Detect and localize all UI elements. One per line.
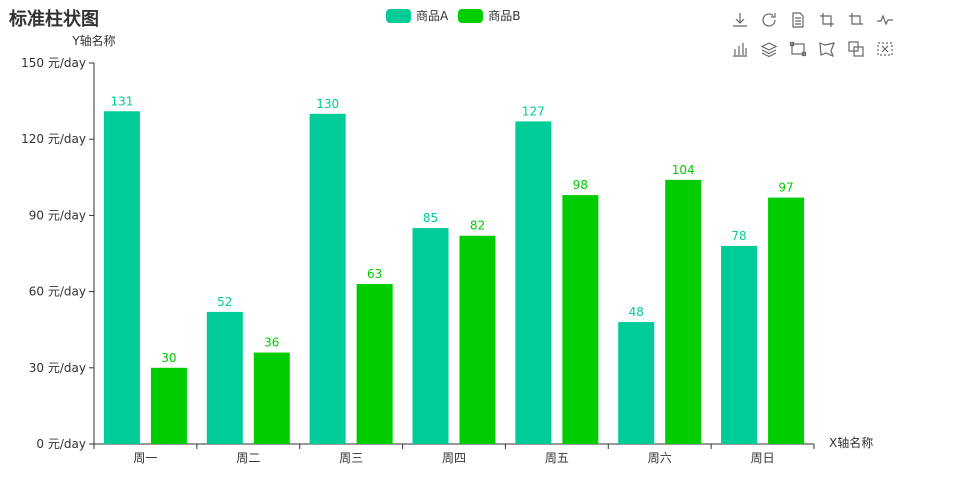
clear-select-icon[interactable]	[873, 37, 897, 61]
refresh-icon[interactable]	[757, 8, 781, 32]
y-axis-label: Y轴名称	[71, 33, 115, 48]
download-icon[interactable]	[728, 8, 752, 32]
bar	[721, 245, 758, 444]
data-label: 78	[731, 229, 746, 243]
data-label: 104	[672, 163, 695, 177]
bar	[356, 283, 393, 444]
bar	[665, 179, 702, 444]
polygon-select-icon[interactable]	[815, 37, 839, 61]
y-tick-label: 120 元/day	[21, 132, 86, 146]
x-tick-label: 周二	[236, 451, 260, 465]
legend-label-b: 商品B	[488, 9, 521, 23]
data-label: 130	[316, 97, 339, 111]
chart-title: 标准柱状图	[9, 9, 99, 30]
data-labels: 131 52 130 85 127 48 78 30 36 63 82 98 104 97	[110, 94, 793, 365]
legend: 商品A 商品B	[386, 7, 520, 24]
x-tick-label: 周四	[442, 451, 466, 465]
data-label: 97	[778, 181, 793, 195]
keep-select-icon[interactable]	[844, 37, 868, 61]
y-tick-label: 30 元/day	[29, 361, 86, 375]
toolbox	[728, 8, 908, 66]
line-chart-icon[interactable]	[873, 8, 897, 32]
y-tick-label: 60 元/day	[29, 285, 86, 299]
zoom-reset-icon[interactable]	[844, 8, 868, 32]
bar	[515, 121, 552, 445]
legend-item-b[interactable]: 商品B	[458, 7, 520, 24]
bar	[618, 322, 655, 444]
bar-chart-icon[interactable]	[728, 37, 752, 61]
bars	[103, 111, 805, 445]
stack-icon[interactable]	[757, 37, 781, 61]
bar	[412, 228, 449, 444]
data-label: 98	[573, 178, 588, 192]
x-tick-label: 周六	[648, 451, 672, 465]
legend-swatch-a	[386, 8, 411, 23]
data-label: 85	[423, 211, 438, 225]
bar	[103, 111, 140, 444]
bar	[562, 195, 599, 444]
y-tick-label: 150 元/day	[21, 56, 86, 70]
data-label: 30	[161, 351, 176, 365]
legend-item-a[interactable]: 商品A	[386, 7, 448, 24]
data-label: 63	[367, 267, 382, 281]
legend-swatch-b	[458, 8, 484, 23]
data-label: 48	[629, 305, 644, 319]
zoom-icon[interactable]	[815, 8, 839, 32]
x-tick-label: 周日	[751, 451, 775, 465]
bar	[150, 367, 187, 444]
legend-label-a: 商品A	[416, 9, 449, 23]
data-label: 36	[264, 336, 279, 350]
bar	[206, 311, 243, 444]
bar	[309, 113, 346, 445]
y-tick-label: 90 元/day	[29, 208, 86, 222]
x-tick-label: 周三	[339, 451, 363, 465]
data-label: 127	[522, 104, 545, 118]
x-axis-label: X轴名称	[829, 435, 873, 450]
data-label: 82	[470, 219, 485, 233]
bar	[459, 235, 496, 444]
bar	[768, 197, 805, 444]
data-view-icon[interactable]	[786, 8, 810, 32]
rect-select-icon[interactable]	[786, 37, 810, 61]
x-tick-label: 周五	[545, 451, 569, 465]
data-label: 131	[110, 94, 133, 108]
x-axis: 周一 周二 周三 周四 周五 周六 周日	[93, 443, 815, 465]
x-tick-label: 周一	[133, 451, 157, 465]
data-label: 52	[217, 295, 232, 309]
bar	[253, 352, 290, 444]
y-tick-label: 0 元/day	[36, 437, 86, 451]
y-axis: 0 元/day 30 元/day 60 元/day 90 元/day 120 元/day…	[21, 56, 95, 451]
